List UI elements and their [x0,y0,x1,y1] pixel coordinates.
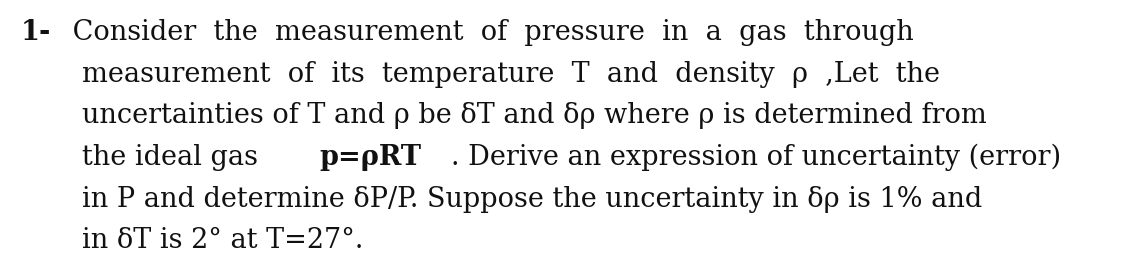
Text: measurement  of  its  temperature  T  and  density  ρ  ,Let  the: measurement of its temperature T and den… [82,61,940,87]
Text: uncertainties of T and ρ be δT and δρ where ρ is determined from: uncertainties of T and ρ be δT and δρ wh… [82,102,987,129]
Text: 1-: 1- [20,19,51,46]
Text: p=ρRT: p=ρRT [320,144,422,171]
Text: in P and determine δP/P. Suppose the uncertainty in δρ is 1% and: in P and determine δP/P. Suppose the unc… [82,186,982,213]
Text: in δT is 2° at T=27°.: in δT is 2° at T=27°. [82,227,363,254]
Text: the ideal gas: the ideal gas [82,144,266,171]
Text: Consider  the  measurement  of  pressure  in  a  gas  through: Consider the measurement of pressure in … [64,19,913,46]
Text: . Derive an expression of uncertainty (error): . Derive an expression of uncertainty (e… [451,144,1061,171]
